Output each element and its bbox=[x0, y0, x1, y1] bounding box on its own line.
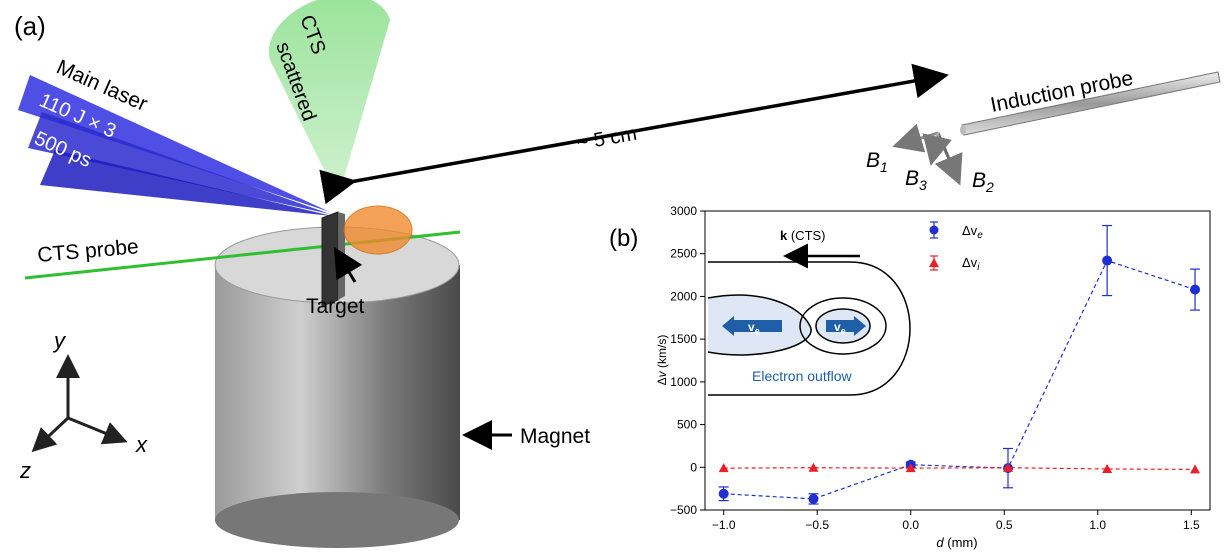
inset-k-label: k (CTS) bbox=[780, 228, 826, 243]
electron-data-point bbox=[1102, 255, 1113, 266]
inset-island-outer bbox=[799, 297, 887, 355]
x-tick-label: 1.5 bbox=[1183, 518, 1200, 532]
cts-probe-label: CTS probe bbox=[36, 235, 139, 267]
ion-data-point bbox=[718, 463, 729, 473]
coordinate-axes bbox=[31, 354, 128, 453]
panel-b: (b) −1.0 −0.5 0.0 0.5 1.0 1.5 −500 0 500 1000 1500… bbox=[609, 204, 1211, 550]
ion-data-point bbox=[1102, 463, 1113, 473]
inset-ve-label-left: ve bbox=[748, 320, 760, 336]
electron-data-point bbox=[808, 493, 819, 504]
target-arrow bbox=[333, 246, 363, 283]
data-series bbox=[718, 224, 1201, 505]
target-plate bbox=[321, 211, 339, 307]
axis-z-label: z bbox=[19, 458, 31, 483]
x-axis-label: d (mm) bbox=[936, 535, 977, 550]
panel-b-label: (b) bbox=[609, 225, 638, 252]
axis-y-label: y bbox=[52, 328, 67, 353]
electron-series-line bbox=[723, 259, 1196, 500]
electron-data-point bbox=[1190, 284, 1201, 295]
ion-data-point bbox=[808, 462, 819, 472]
x-tick-label: −0.5 bbox=[805, 518, 829, 532]
legend-electron-marker bbox=[929, 225, 939, 235]
axis-x-label: x bbox=[135, 432, 148, 457]
x-tick-label: −1.0 bbox=[712, 518, 736, 532]
plot-frame bbox=[704, 210, 1211, 511]
ion-series-line bbox=[723, 467, 1196, 471]
y-tick-label: 1500 bbox=[670, 332, 697, 346]
inset-outflow-label: Electron outflow bbox=[752, 368, 852, 384]
inset-outer-contour bbox=[708, 261, 911, 396]
y-tick-label: 1000 bbox=[670, 375, 697, 389]
legend: Δve Δvi bbox=[929, 221, 983, 273]
x-tick-label: 1.0 bbox=[1089, 518, 1106, 532]
inset-left-ve-arrow bbox=[722, 316, 782, 336]
y-tick-label: 0 bbox=[690, 460, 697, 474]
y-tick-label: 3000 bbox=[670, 204, 697, 218]
x-tick-label: 0.5 bbox=[996, 518, 1013, 532]
legend-ion-label: Δvi bbox=[962, 255, 980, 273]
y-tick-label: −500 bbox=[670, 503, 697, 517]
b2-label: B2 bbox=[972, 169, 994, 195]
magnet-label: Magnet bbox=[520, 425, 590, 448]
b-field-triad bbox=[892, 123, 963, 186]
y-tick-label: 2500 bbox=[670, 247, 697, 261]
ion-data-point bbox=[1003, 462, 1013, 472]
b3-label: B3 bbox=[905, 167, 927, 193]
y-tick-label: 2000 bbox=[670, 289, 697, 303]
y-axis-label: Δv (km/s) bbox=[655, 335, 669, 386]
inset-ve-label-right: ve bbox=[834, 320, 846, 336]
y-tick-label: 500 bbox=[677, 418, 697, 432]
legend-electron-label: Δve bbox=[962, 223, 983, 241]
x-tick-label: 0.0 bbox=[902, 518, 919, 532]
panel-a: (a) ~ 5 cm Main laser 110 J × 3 500 ps bbox=[14, 0, 1221, 548]
legend-ion-marker bbox=[929, 258, 939, 267]
electron-data-point bbox=[718, 488, 729, 499]
main-laser-beams bbox=[18, 75, 332, 216]
distance-label: ~ 5 cm bbox=[575, 123, 638, 155]
ion-data-point bbox=[905, 463, 916, 473]
distance-arrow bbox=[319, 63, 949, 205]
inset-diagram: ve ve Electron outflow k (CTS) bbox=[707, 228, 911, 396]
ion-data-point bbox=[1190, 464, 1201, 474]
axis-ticks: −1.0 −0.5 0.0 0.5 1.0 1.5 −500 0 500 1000 1500 2000… bbox=[670, 204, 1200, 532]
b1-label: B1 bbox=[866, 149, 888, 175]
inset-right-ve-arrow bbox=[826, 316, 866, 336]
plasma-plume bbox=[343, 205, 413, 255]
panel-a-label: (a) bbox=[14, 11, 46, 41]
target-label: Target bbox=[306, 295, 365, 318]
cts-scattered-cone bbox=[268, 0, 390, 198]
